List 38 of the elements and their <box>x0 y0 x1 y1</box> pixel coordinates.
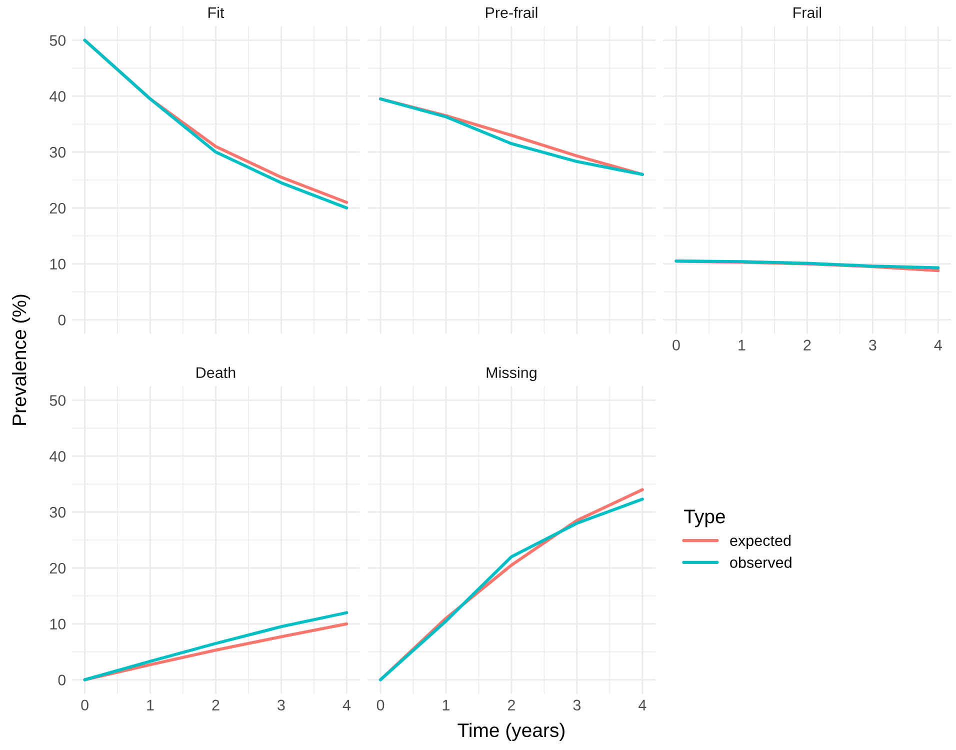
chart-title: Fit <box>208 6 224 18</box>
x-tick-label: 2 <box>508 700 515 710</box>
chart-title: Frail <box>794 6 822 18</box>
legend-title: Type <box>684 510 725 528</box>
chart-title: Missing <box>486 366 536 382</box>
y-tick-label: 30 <box>50 506 66 518</box>
y-tick-label: 0 <box>58 674 66 686</box>
y-tick-label: 10 <box>50 258 66 270</box>
x-tick-label: 1 <box>738 340 746 350</box>
x-tick-label: 2 <box>804 340 811 350</box>
y-tick-label: 30 <box>50 146 66 158</box>
x-tick-label: 0 <box>81 700 88 711</box>
x-tick-label: 4 <box>342 700 350 710</box>
y-tick-label: 20 <box>50 202 66 214</box>
y-tick-label: 10 <box>50 618 66 630</box>
y-tick-label: 40 <box>50 91 66 102</box>
x-tick-label: 0 <box>376 700 384 711</box>
x-tick-label: 4 <box>934 340 942 350</box>
chart-title: Death <box>196 366 236 378</box>
y-tick-label: 20 <box>50 562 66 574</box>
x-tick-label: 4 <box>638 700 646 710</box>
y-tick-label: 50 <box>50 395 66 406</box>
legend-label: expected <box>730 534 791 550</box>
x-tick-label: 1 <box>442 700 450 710</box>
x-tick-label: 1 <box>147 700 154 710</box>
y-tick-label: 40 <box>50 451 66 462</box>
y-tick-label: 50 <box>50 35 66 46</box>
x-axis-title: Time (years) <box>458 722 564 741</box>
x-tick-label: 3 <box>868 340 876 351</box>
chart-title: Pre-frail <box>486 6 538 18</box>
x-tick-label: 3 <box>573 700 581 711</box>
y-tick-label: 0 <box>58 314 66 326</box>
y-axis-title: Prevalence (%) <box>12 294 30 425</box>
line-series <box>83 611 348 682</box>
legend-label: observed <box>730 556 792 568</box>
x-tick-label: 3 <box>278 700 285 711</box>
x-tick-label: 2 <box>212 700 220 710</box>
x-tick-label: 0 <box>672 340 680 351</box>
